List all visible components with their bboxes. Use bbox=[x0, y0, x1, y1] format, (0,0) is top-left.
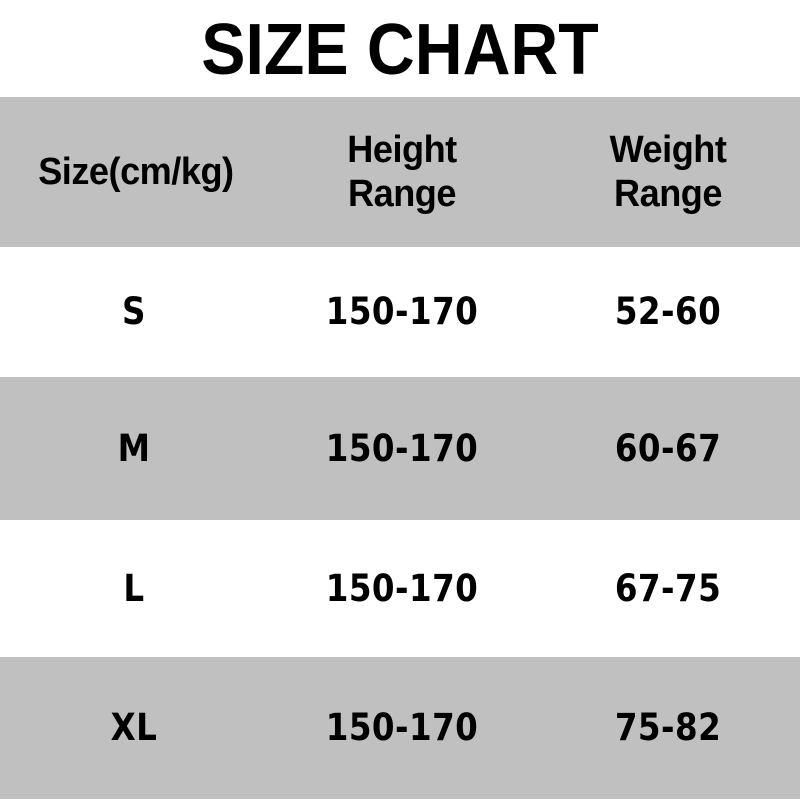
column-header-weight-range: Weight Range bbox=[543, 97, 794, 247]
column-header-height-line2: Range bbox=[348, 173, 456, 215]
cell-height-range: 150-170 bbox=[325, 706, 479, 749]
table-row: S 150-170 52-60 bbox=[0, 247, 800, 377]
cell-size: S bbox=[122, 290, 146, 333]
page-title: SIZE CHART bbox=[201, 9, 599, 90]
chart-title-bar: SIZE CHART bbox=[0, 0, 800, 97]
cell-weight-range: 60-67 bbox=[614, 426, 722, 470]
cell-size: M bbox=[117, 426, 151, 470]
column-header-weight-line2: Range bbox=[614, 173, 722, 215]
table-header: Size(cm/kg) Height Range Weight Range bbox=[0, 97, 800, 247]
cell-size: L bbox=[123, 566, 145, 610]
cell-weight-range: 52-60 bbox=[614, 290, 722, 333]
table-header-row: Size(cm/kg) Height Range Weight Range bbox=[0, 97, 800, 247]
table-row: M 150-170 60-67 bbox=[0, 377, 800, 520]
cell-weight-range: 67-75 bbox=[614, 566, 722, 610]
column-header-weight-line1: Weight bbox=[609, 129, 727, 171]
cell-height-range: 150-170 bbox=[325, 290, 479, 333]
cell-weight-range: 75-82 bbox=[614, 706, 722, 749]
cell-height-range: 150-170 bbox=[325, 426, 479, 470]
column-header-height-line1: Height bbox=[347, 129, 457, 171]
cell-size: XL bbox=[110, 706, 158, 749]
size-chart-table: Size(cm/kg) Height Range Weight Range S … bbox=[0, 97, 800, 799]
table-row: XL 150-170 75-82 bbox=[0, 657, 800, 799]
column-header-height-range: Height Range bbox=[275, 97, 530, 247]
table-row: L 150-170 67-75 bbox=[0, 520, 800, 657]
column-header-size: Size(cm/kg) bbox=[38, 151, 234, 193]
table-body: S 150-170 52-60 M 150-170 60-67 L 150-17… bbox=[0, 247, 800, 799]
cell-height-range: 150-170 bbox=[325, 566, 479, 610]
